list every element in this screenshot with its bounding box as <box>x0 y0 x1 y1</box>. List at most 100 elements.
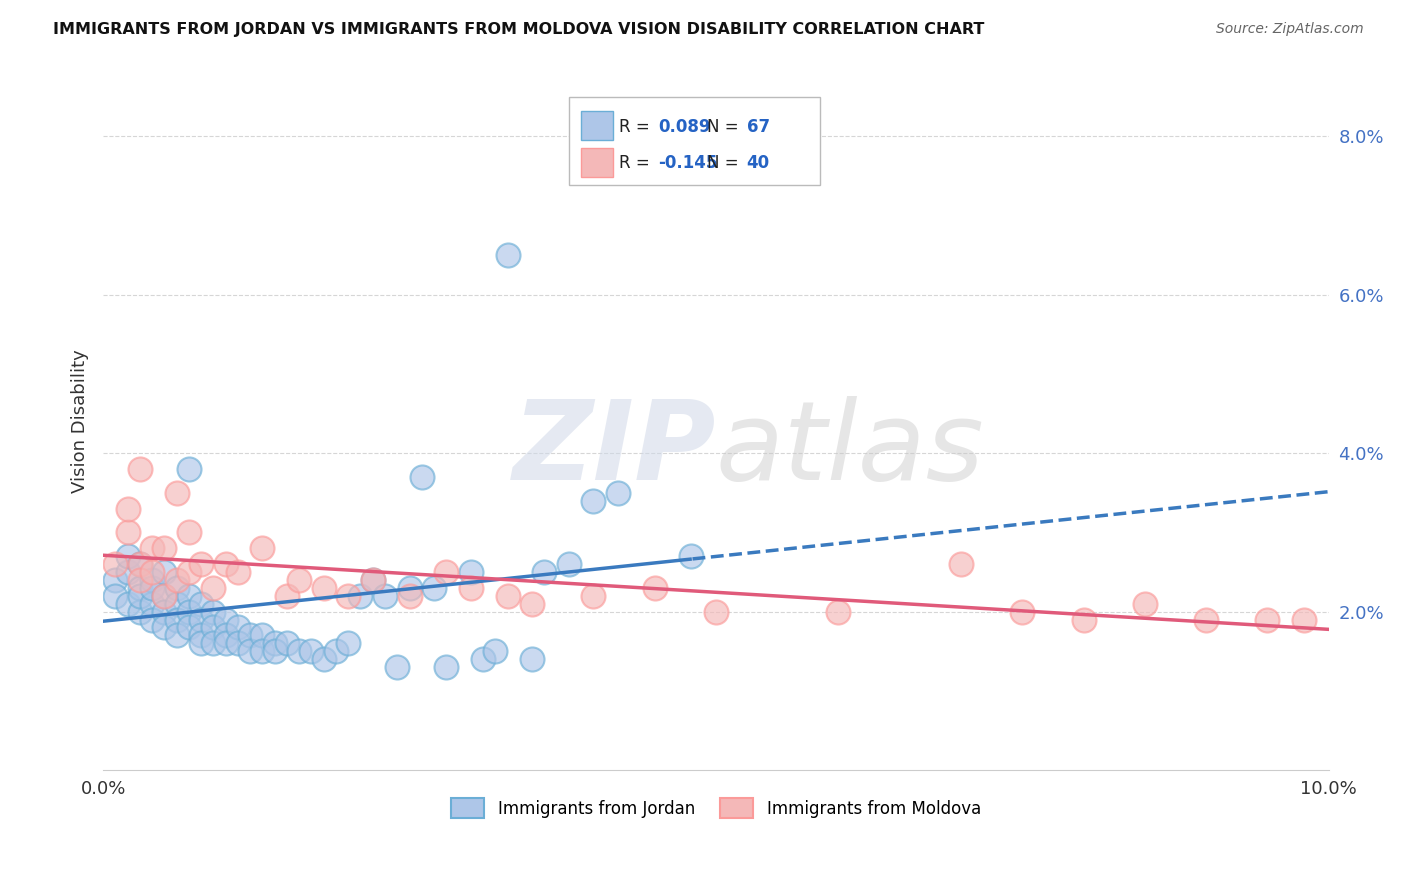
Point <box>141 541 163 556</box>
Point <box>128 573 150 587</box>
Point <box>252 541 274 556</box>
Point <box>496 589 519 603</box>
Point <box>398 581 420 595</box>
Point <box>215 557 238 571</box>
Point <box>153 605 176 619</box>
Point <box>141 613 163 627</box>
Point <box>141 565 163 579</box>
Point <box>337 589 360 603</box>
Point <box>1133 597 1156 611</box>
Point <box>411 470 433 484</box>
Point <box>288 573 311 587</box>
Point <box>827 605 849 619</box>
Text: atlas: atlas <box>716 396 984 503</box>
Point <box>202 605 225 619</box>
Point <box>177 462 200 476</box>
Point <box>153 589 176 603</box>
Point <box>239 644 262 658</box>
Point <box>153 565 176 579</box>
Point <box>190 628 212 642</box>
Point <box>117 597 139 611</box>
Point <box>423 581 446 595</box>
Point <box>202 581 225 595</box>
Point <box>398 589 420 603</box>
Point <box>312 652 335 666</box>
Point <box>177 525 200 540</box>
Point <box>117 525 139 540</box>
Point <box>215 613 238 627</box>
Point <box>606 485 628 500</box>
Point <box>117 549 139 563</box>
Point <box>226 620 249 634</box>
Text: 0.089: 0.089 <box>658 118 711 136</box>
Point <box>117 501 139 516</box>
Point <box>190 636 212 650</box>
Point <box>190 597 212 611</box>
Point <box>202 636 225 650</box>
Point <box>520 597 543 611</box>
Point <box>177 589 200 603</box>
Text: R =: R = <box>619 118 655 136</box>
Point <box>153 589 176 603</box>
Point <box>128 557 150 571</box>
Text: N =: N = <box>707 118 744 136</box>
Point <box>484 644 506 658</box>
Point <box>325 644 347 658</box>
Point <box>1195 613 1218 627</box>
Point <box>301 644 323 658</box>
Text: 67: 67 <box>747 118 769 136</box>
Text: ZIP: ZIP <box>512 396 716 503</box>
Point <box>128 581 150 595</box>
Point <box>117 565 139 579</box>
Point <box>434 660 457 674</box>
Point <box>153 620 176 634</box>
Point <box>704 605 727 619</box>
Point <box>252 628 274 642</box>
Point <box>153 541 176 556</box>
Point <box>141 581 163 595</box>
Point <box>472 652 495 666</box>
Point <box>141 597 163 611</box>
Point <box>558 557 581 571</box>
Point <box>374 589 396 603</box>
Point <box>349 589 371 603</box>
Point <box>104 589 127 603</box>
Text: 40: 40 <box>747 154 769 172</box>
Point <box>166 573 188 587</box>
Point <box>337 636 360 650</box>
Point <box>190 557 212 571</box>
Point <box>215 636 238 650</box>
Point <box>215 628 238 642</box>
Point <box>166 628 188 642</box>
Y-axis label: Vision Disability: Vision Disability <box>72 350 89 493</box>
Text: Source: ZipAtlas.com: Source: ZipAtlas.com <box>1216 22 1364 37</box>
Point <box>128 462 150 476</box>
Point <box>460 581 482 595</box>
Point <box>128 557 150 571</box>
Point <box>128 589 150 603</box>
Point <box>361 573 384 587</box>
Point <box>276 636 298 650</box>
Point <box>288 644 311 658</box>
Text: IMMIGRANTS FROM JORDAN VS IMMIGRANTS FROM MOLDOVA VISION DISABILITY CORRELATION : IMMIGRANTS FROM JORDAN VS IMMIGRANTS FRO… <box>53 22 984 37</box>
Point <box>460 565 482 579</box>
Point <box>1011 605 1033 619</box>
Point <box>104 573 127 587</box>
Point <box>263 636 285 650</box>
Point <box>496 248 519 262</box>
Point <box>252 644 274 658</box>
Point <box>166 613 188 627</box>
Point <box>949 557 972 571</box>
Point <box>166 485 188 500</box>
FancyBboxPatch shape <box>581 112 613 140</box>
Point <box>226 565 249 579</box>
Legend: Immigrants from Jordan, Immigrants from Moldova: Immigrants from Jordan, Immigrants from … <box>444 792 987 824</box>
Point <box>387 660 409 674</box>
Point <box>177 565 200 579</box>
Point <box>141 573 163 587</box>
Point <box>263 644 285 658</box>
Point <box>582 493 605 508</box>
FancyBboxPatch shape <box>581 148 613 178</box>
Point <box>190 613 212 627</box>
Point <box>644 581 666 595</box>
